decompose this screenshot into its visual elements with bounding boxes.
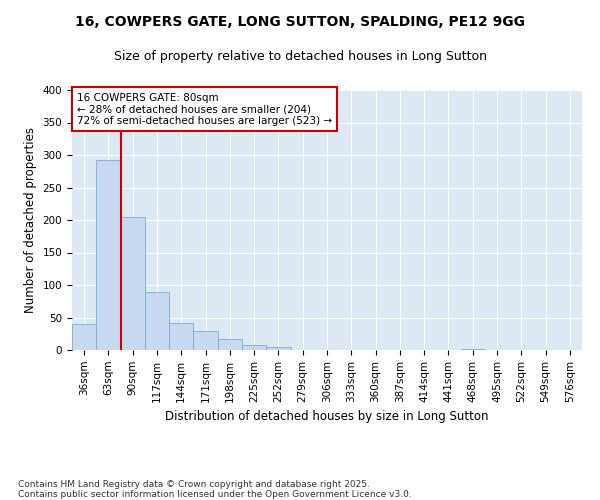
Bar: [72, 324, 96, 350]
Bar: [193, 330, 218, 350]
Bar: [218, 339, 242, 350]
Text: 16 COWPERS GATE: 80sqm
← 28% of detached houses are smaller (204)
72% of semi-de: 16 COWPERS GATE: 80sqm ← 28% of detached…: [77, 92, 332, 126]
Bar: [242, 345, 266, 350]
Text: 16, COWPERS GATE, LONG SUTTON, SPALDING, PE12 9GG: 16, COWPERS GATE, LONG SUTTON, SPALDING,…: [75, 15, 525, 29]
X-axis label: Distribution of detached houses by size in Long Sutton: Distribution of detached houses by size …: [165, 410, 489, 423]
Y-axis label: Number of detached properties: Number of detached properties: [24, 127, 37, 313]
Bar: [121, 218, 145, 350]
Bar: [96, 160, 121, 350]
Bar: [461, 348, 485, 350]
Bar: [169, 322, 193, 350]
Text: Size of property relative to detached houses in Long Sutton: Size of property relative to detached ho…: [113, 50, 487, 63]
Bar: [145, 292, 169, 350]
Text: Contains HM Land Registry data © Crown copyright and database right 2025.
Contai: Contains HM Land Registry data © Crown c…: [18, 480, 412, 500]
Bar: [266, 347, 290, 350]
